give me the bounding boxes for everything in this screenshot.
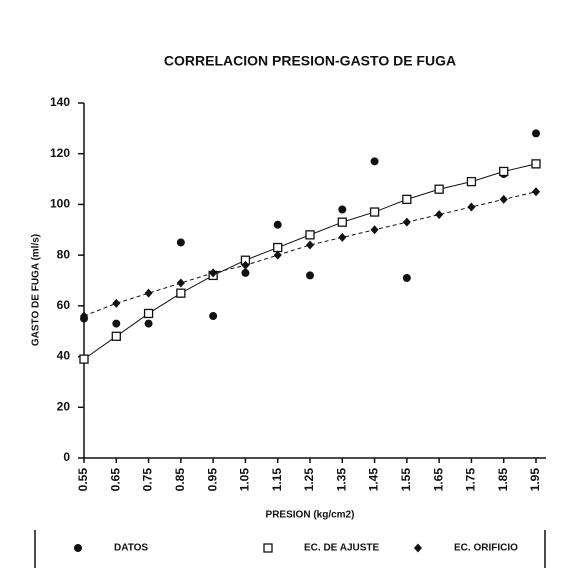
marker <box>305 230 315 240</box>
marker <box>338 205 347 214</box>
marker <box>338 232 347 242</box>
marker <box>79 354 89 364</box>
x-tick-label: 1.45 <box>367 468 381 492</box>
legend-label: DATOS <box>114 543 148 554</box>
y-tick-label: 0 <box>63 450 70 464</box>
marker <box>532 187 540 197</box>
marker <box>499 194 508 204</box>
marker <box>263 543 273 553</box>
marker <box>80 311 88 321</box>
marker <box>112 298 121 308</box>
marker <box>112 319 121 328</box>
marker <box>466 176 477 187</box>
x-tick-label: 1.95 <box>528 468 542 492</box>
x-tick-label: 1.55 <box>399 468 413 492</box>
marker <box>306 271 314 280</box>
y-tick-label: 100 <box>50 197 70 211</box>
marker <box>402 217 411 227</box>
marker <box>111 331 121 341</box>
marker <box>532 129 540 138</box>
marker <box>144 288 153 298</box>
x-tick-label: 1.15 <box>270 468 284 492</box>
chart-title: CORRELACION PRESION-GASTO DE FUGA <box>164 53 456 69</box>
legend-label: EC. ORIFICIO <box>454 543 518 554</box>
y-tick-label: 60 <box>57 298 71 312</box>
marker <box>273 242 283 253</box>
x-axis-label: PRESION (kg/cm2) <box>266 510 355 521</box>
marker <box>370 157 379 166</box>
y-tick-label: 120 <box>50 146 70 160</box>
x-tick-label: 0.65 <box>108 468 122 492</box>
x-tick-label: 0.85 <box>173 468 187 492</box>
x-tick-label: 0.75 <box>141 468 155 492</box>
marker <box>499 166 509 177</box>
marker <box>402 194 412 205</box>
marker <box>337 217 347 227</box>
y-tick-label: 40 <box>57 349 71 363</box>
x-tick-label: 1.85 <box>496 468 510 492</box>
marker <box>273 250 282 260</box>
marker <box>531 159 541 169</box>
x-tick-label: 1.35 <box>334 468 348 492</box>
marker <box>434 184 444 194</box>
x-tick-label: 1.05 <box>238 468 252 492</box>
legend-label: EC. DE AJUSTE <box>304 543 380 554</box>
marker <box>241 260 250 270</box>
marker <box>209 312 218 320</box>
x-tick-label: 1.75 <box>464 468 478 492</box>
marker <box>176 278 185 288</box>
marker <box>241 268 250 277</box>
series-line <box>83 163 537 360</box>
marker <box>176 288 186 298</box>
marker <box>144 319 153 328</box>
marker <box>176 238 185 247</box>
marker <box>370 225 379 235</box>
marker <box>467 202 476 212</box>
marker <box>306 240 314 250</box>
series-line <box>83 191 537 317</box>
x-tick-label: 1.25 <box>302 468 316 492</box>
marker <box>74 544 82 552</box>
y-axis-label: GASTO DE FUGA (ml/s) <box>31 234 42 346</box>
marker <box>414 543 422 553</box>
y-tick-label: 140 <box>50 95 70 109</box>
x-tick-label: 0.55 <box>76 468 90 492</box>
marker <box>143 308 154 319</box>
marker <box>369 207 380 217</box>
x-tick-label: 1.65 <box>431 468 445 492</box>
y-tick-label: 20 <box>57 399 71 413</box>
x-tick-label: 0.95 <box>205 468 219 492</box>
marker <box>435 210 444 220</box>
marker <box>273 220 282 229</box>
marker <box>209 268 218 278</box>
y-tick-label: 80 <box>57 247 71 261</box>
marker <box>402 273 411 282</box>
